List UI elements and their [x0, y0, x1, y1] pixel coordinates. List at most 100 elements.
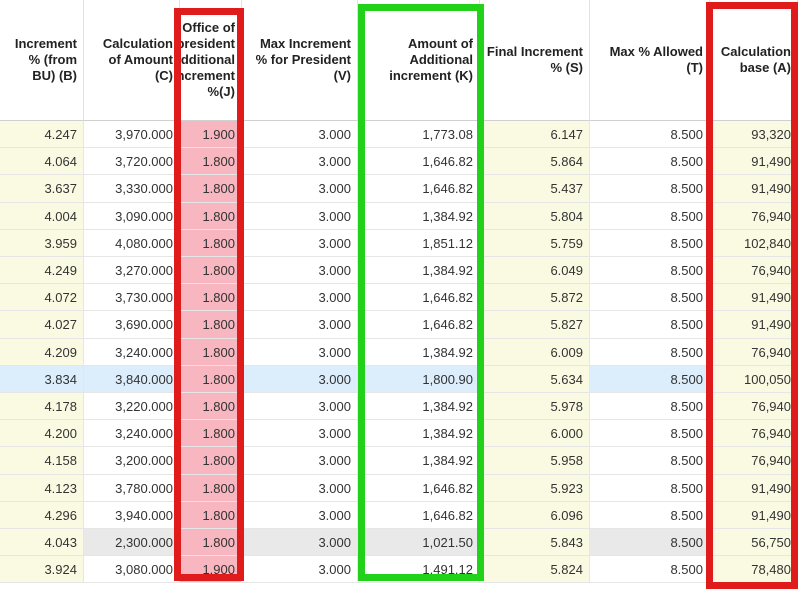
- table-cell: 1.800: [180, 529, 242, 557]
- table-cell: 3,220.000: [84, 393, 180, 421]
- table-cell: 5.978: [480, 393, 590, 421]
- column-header: Final Increment % (S): [480, 0, 590, 121]
- table-cell: 6.096: [480, 501, 590, 529]
- table-cell: 3,940.000: [84, 501, 180, 529]
- table-cell: 3.000: [242, 529, 358, 557]
- table-cell: 4.027: [0, 311, 84, 339]
- table-cell: 3.000: [242, 148, 358, 176]
- table-cell: 1.900: [180, 121, 242, 149]
- table-cell: 78,480: [710, 556, 798, 584]
- table-cell: 91,490: [710, 501, 798, 529]
- table-cell: 8.500: [590, 556, 710, 584]
- table-cell: 8.500: [590, 474, 710, 502]
- table-cell: 1,384.92: [358, 420, 480, 448]
- table-cell: 8.500: [590, 501, 710, 529]
- table-cell: 1.800: [180, 365, 242, 393]
- table-cell: 1,021.50: [358, 529, 480, 557]
- table-cell: 91,490: [710, 311, 798, 339]
- column-header: Calculation base (A): [710, 0, 798, 121]
- table-cell: 1.800: [180, 474, 242, 502]
- table-cell: 5.827: [480, 311, 590, 339]
- table-cell: 2,300.000: [84, 529, 180, 557]
- table-cell: 1,384.92: [358, 257, 480, 285]
- table-cell: 3.000: [242, 474, 358, 502]
- table-cell: 3,200.000: [84, 447, 180, 475]
- table-cell: 3,720.000: [84, 148, 180, 176]
- table-cell: 3.924: [0, 556, 84, 584]
- table-cell: 8.500: [590, 202, 710, 230]
- column-header: Max % Allowed (T): [590, 0, 710, 121]
- table-cell: 8.500: [590, 229, 710, 257]
- table-cell: 3.000: [242, 121, 358, 149]
- table-cell: 1,851.12: [358, 229, 480, 257]
- table-cell: 76,940: [710, 338, 798, 366]
- column-header: Amount of Additional increment (K): [358, 0, 480, 121]
- table-cell: 3,970.000: [84, 121, 180, 149]
- table-cell: 3.000: [242, 229, 358, 257]
- table-cell: 4.200: [0, 420, 84, 448]
- table-cell: 1.800: [180, 257, 242, 285]
- table-cell: 4.004: [0, 202, 84, 230]
- table-cell: 4,080.000: [84, 229, 180, 257]
- table-cell: 1,646.82: [358, 148, 480, 176]
- table-cell: 3.000: [242, 257, 358, 285]
- table-cell: 3,240.000: [84, 420, 180, 448]
- table-cell: 91,490: [710, 284, 798, 312]
- table-cell: 6.009: [480, 338, 590, 366]
- table-cell: 4.072: [0, 284, 84, 312]
- table-cell: 3.000: [242, 420, 358, 448]
- table-cell: 4.043: [0, 529, 84, 557]
- table-cell: 3.959: [0, 229, 84, 257]
- table-cell: 6.000: [480, 420, 590, 448]
- table-cell: 3.000: [242, 284, 358, 312]
- table-cell: 8.500: [590, 121, 710, 149]
- table-cell: 1.800: [180, 148, 242, 176]
- table-cell: 8.500: [590, 175, 710, 203]
- table-cell: 3,080.000: [84, 556, 180, 584]
- table-cell: 5.872: [480, 284, 590, 312]
- table-cell: 1,646.82: [358, 311, 480, 339]
- table-cell: 8.500: [590, 338, 710, 366]
- table-cell: 3.000: [242, 202, 358, 230]
- table-cell: 56,750: [710, 529, 798, 557]
- table-cell: 1,384.92: [358, 338, 480, 366]
- table-cell: 1,646.82: [358, 175, 480, 203]
- table-cell: 1.800: [180, 447, 242, 475]
- table-cell: 1,384.92: [358, 393, 480, 421]
- table-cell: 3.000: [242, 447, 358, 475]
- table-cell: 1,491.12: [358, 556, 480, 584]
- table-cell: 76,940: [710, 420, 798, 448]
- table-cell: 8.500: [590, 447, 710, 475]
- column-header: Office of president Additional increment…: [180, 0, 242, 121]
- table-cell: 5.958: [480, 447, 590, 475]
- table-cell: 4.249: [0, 257, 84, 285]
- table-cell: 5.437: [480, 175, 590, 203]
- table-cell: 5.843: [480, 529, 590, 557]
- table-cell: 3,240.000: [84, 338, 180, 366]
- table-cell: 1.800: [180, 420, 242, 448]
- table-cell: 1.800: [180, 311, 242, 339]
- table-cell: 1,773.08: [358, 121, 480, 149]
- table-cell: 93,320: [710, 121, 798, 149]
- table-cell: 8.500: [590, 284, 710, 312]
- table-cell: 3,840.000: [84, 365, 180, 393]
- table-cell: 4.158: [0, 447, 84, 475]
- column-header: Increment % (from BU) (B): [0, 0, 84, 121]
- table-cell: 1,384.92: [358, 447, 480, 475]
- table-cell: 1.800: [180, 229, 242, 257]
- table-cell: 1,646.82: [358, 501, 480, 529]
- table-cell: 1,646.82: [358, 474, 480, 502]
- table-cell: 5.923: [480, 474, 590, 502]
- table-cell: 76,940: [710, 257, 798, 285]
- table-cell: 1.900: [180, 556, 242, 584]
- table-cell: 3.000: [242, 556, 358, 584]
- table-cell: 5.634: [480, 365, 590, 393]
- table-cell: 3.000: [242, 175, 358, 203]
- table-cell: 1.800: [180, 393, 242, 421]
- table-cell: 3,780.000: [84, 474, 180, 502]
- table-cell: 1.800: [180, 175, 242, 203]
- table-cell: 8.500: [590, 393, 710, 421]
- table-cell: 6.147: [480, 121, 590, 149]
- table-cell: 5.864: [480, 148, 590, 176]
